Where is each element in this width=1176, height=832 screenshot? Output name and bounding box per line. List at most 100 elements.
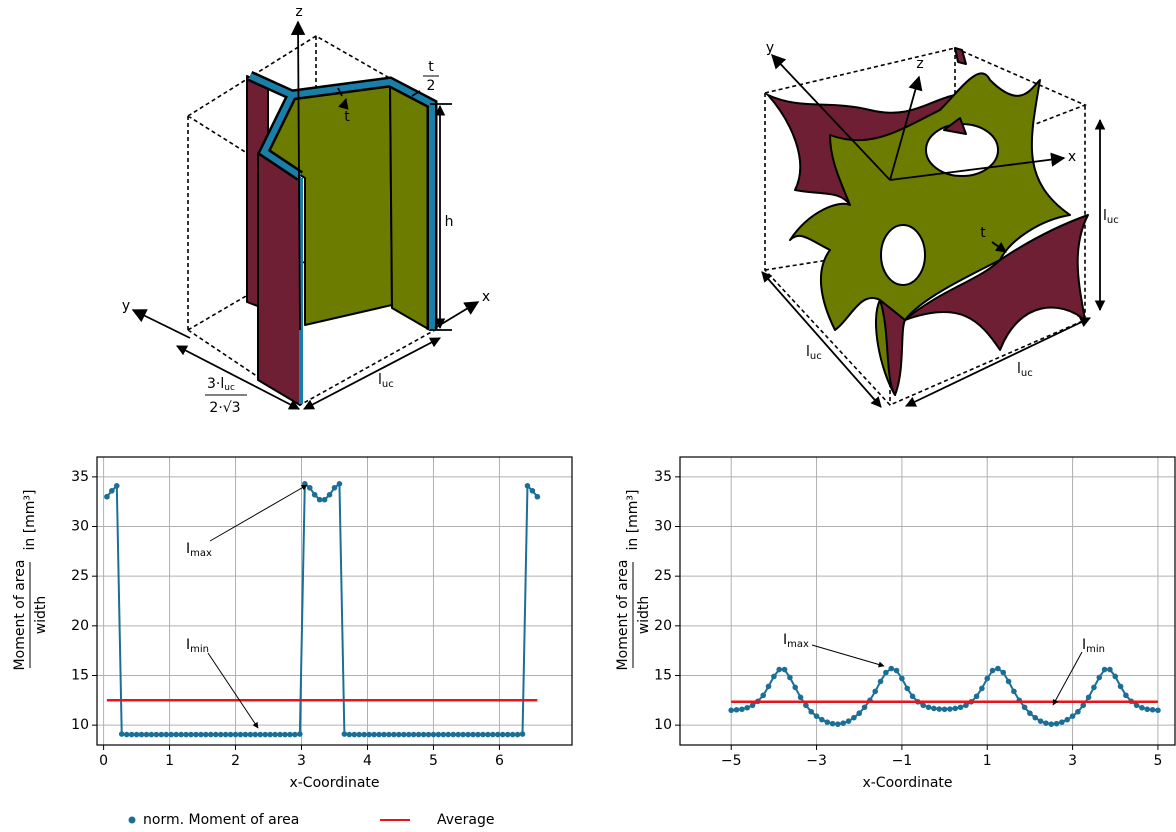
data-point <box>510 732 516 738</box>
data-point <box>974 694 980 700</box>
data-point <box>149 732 155 738</box>
data-point <box>114 483 120 489</box>
data-point <box>942 706 948 712</box>
dimension-label: 2·√3 <box>209 400 240 416</box>
data-point <box>830 721 836 727</box>
data-point <box>1070 713 1076 719</box>
y-axis-label: Moment of area width in [mm³] <box>12 489 49 670</box>
data-point <box>406 732 412 738</box>
data-point <box>851 715 857 721</box>
data-point <box>835 721 841 727</box>
y-tick-label: 35 <box>654 469 672 485</box>
data-point <box>1096 675 1102 681</box>
honeycomb-diagram: z y x t t 2 h luc 3·luc 2·√3 <box>122 4 490 416</box>
data-point <box>1086 695 1092 701</box>
x-tick-label: 2 <box>231 753 240 769</box>
data-point <box>1139 705 1145 711</box>
data-point <box>878 679 884 685</box>
data-point <box>134 732 140 738</box>
annotation: Imin <box>186 637 209 655</box>
x-tick-label: 5 <box>1153 753 1162 769</box>
data-point <box>782 667 788 673</box>
legend-marker <box>129 817 136 824</box>
x-tick-label: 1 <box>165 753 174 769</box>
data-point <box>750 702 756 708</box>
data-point <box>228 732 234 738</box>
data-point <box>213 732 219 738</box>
data-point <box>168 732 174 738</box>
y-tick-label: 35 <box>71 469 89 485</box>
annotation-sub: max <box>787 639 809 650</box>
data-point <box>475 732 481 738</box>
data-point <box>455 732 461 738</box>
data-point <box>1059 719 1065 725</box>
data-line <box>731 669 1158 725</box>
data-point <box>856 710 862 716</box>
data-point <box>441 732 447 738</box>
data-point <box>411 732 417 738</box>
data-point <box>995 666 1001 672</box>
data-point <box>381 732 387 738</box>
data-point <box>535 494 541 500</box>
data-point <box>734 707 740 713</box>
data-point <box>862 704 868 710</box>
data-point <box>1118 684 1124 690</box>
data-point <box>356 732 362 738</box>
data-point <box>450 732 456 738</box>
data-line <box>107 484 537 735</box>
data-point <box>798 695 804 701</box>
legend-label: Average <box>437 812 495 828</box>
data-point <box>520 731 526 737</box>
data-point <box>819 717 825 723</box>
page: z y x t t 2 h luc 3·luc 2·√3 y z x t luc… <box>0 0 1176 832</box>
y-label-numerator: Moment of area <box>12 560 28 671</box>
dimension-label: luc <box>1103 208 1119 226</box>
y-tick-label: 25 <box>654 568 672 584</box>
label-main: 3·l <box>207 376 224 392</box>
dimension-label: 2 <box>427 78 436 94</box>
data-point <box>1112 674 1118 680</box>
data-point <box>840 720 846 726</box>
annotation: Imax <box>186 541 212 559</box>
data-point <box>530 488 536 494</box>
x-tick-label: 0 <box>99 753 108 769</box>
chart: 0123456101520253035x-CoordinateMoment of… <box>12 457 572 828</box>
x-tick-label: 4 <box>363 753 372 769</box>
data-point <box>771 674 777 680</box>
data-point <box>936 706 942 712</box>
data-point <box>347 732 353 738</box>
data-point <box>218 732 224 738</box>
data-point <box>480 732 486 738</box>
dimension-label: luc <box>378 372 394 390</box>
y-label-unit: in [mm³] <box>22 489 38 550</box>
dimension-label: luc <box>1017 361 1033 379</box>
data-point <box>376 732 382 738</box>
data-point <box>282 732 288 738</box>
data-point <box>396 732 402 738</box>
data-point <box>173 732 179 738</box>
y-tick-label: 30 <box>654 519 672 535</box>
data-point <box>485 732 491 738</box>
y-label-denominator: width <box>636 596 652 635</box>
axis-label: x <box>1068 149 1076 165</box>
data-point <box>824 719 830 725</box>
y-tick-label: 20 <box>654 618 672 634</box>
data-point <box>317 497 323 503</box>
data-point <box>910 694 916 700</box>
data-point <box>104 494 110 500</box>
data-point <box>899 676 905 682</box>
data-point <box>262 732 268 738</box>
data-point <box>248 732 254 738</box>
data-point <box>257 732 263 738</box>
data-point <box>371 732 377 738</box>
y-label-denominator: width <box>33 596 49 635</box>
data-point <box>193 732 199 738</box>
data-point <box>183 732 189 738</box>
data-point <box>1102 667 1108 673</box>
data-point <box>904 686 910 692</box>
data-point <box>947 706 953 712</box>
data-point <box>267 732 273 738</box>
data-point <box>1107 667 1113 673</box>
annotation-arrow <box>210 485 307 541</box>
data-point <box>872 689 878 695</box>
